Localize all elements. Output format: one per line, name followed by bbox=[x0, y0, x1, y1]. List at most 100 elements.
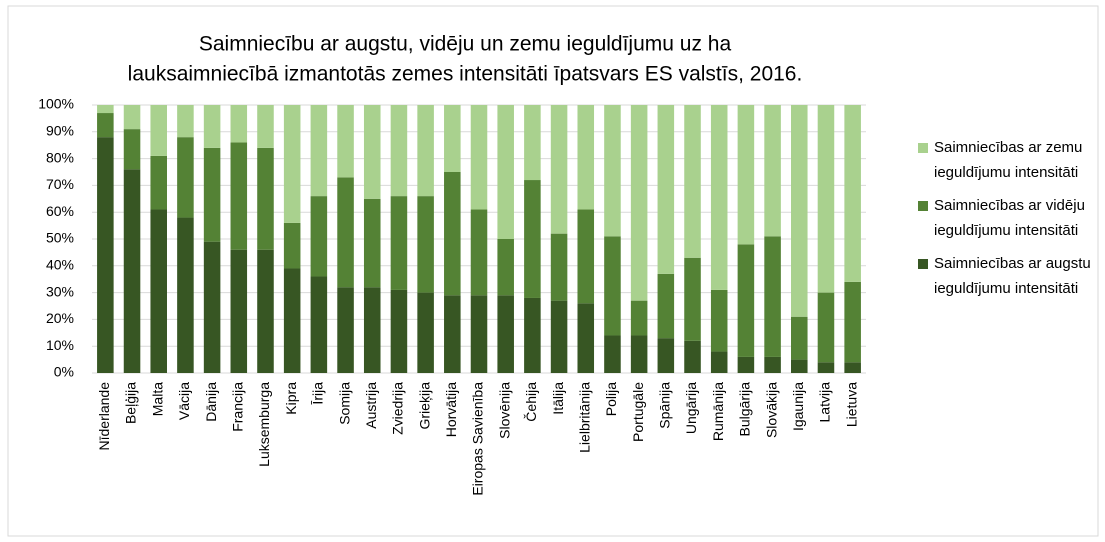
bar-segment bbox=[177, 217, 194, 373]
legend-swatch bbox=[918, 201, 928, 211]
bar-segment bbox=[604, 105, 621, 237]
x-tick-label: Beļģija bbox=[123, 382, 139, 424]
x-tick-label: Austrija bbox=[363, 382, 379, 429]
x-tick-label: Malta bbox=[149, 382, 165, 416]
y-tick-label: 20% bbox=[46, 310, 74, 326]
bar-segment bbox=[684, 105, 701, 258]
bar-segment bbox=[337, 177, 354, 288]
bar-segment bbox=[417, 196, 434, 293]
y-tick-label: 60% bbox=[46, 203, 74, 219]
bar-segment bbox=[764, 236, 781, 357]
bar-segment bbox=[390, 105, 408, 197]
bar-segment bbox=[604, 335, 621, 373]
legend-item: Saimniecības ar vidēju ieguldījumu inten… bbox=[918, 193, 1093, 243]
x-tick-label: Lietuva bbox=[843, 382, 859, 427]
bar-segment bbox=[283, 222, 301, 269]
x-tick-label: Kipra bbox=[283, 382, 299, 415]
y-tick-label: 10% bbox=[46, 337, 74, 353]
y-tick-label: 0% bbox=[54, 364, 74, 380]
x-tick-label: Dānija bbox=[203, 382, 219, 422]
x-tick-label: Ungārija bbox=[683, 382, 699, 434]
y-tick-label: 50% bbox=[46, 230, 74, 246]
x-tick-label: Grieķija bbox=[416, 382, 432, 430]
legend: Saimniecības ar zemu ieguldījumu intensi… bbox=[918, 135, 1093, 309]
bar-segment bbox=[417, 105, 434, 197]
x-tick-label: Vācija bbox=[176, 382, 192, 420]
bar-segment bbox=[550, 233, 568, 301]
bar-segment bbox=[203, 147, 221, 242]
bar-segment bbox=[817, 105, 835, 293]
bar-segment bbox=[577, 209, 595, 304]
bar-segment bbox=[310, 276, 328, 373]
bar-segment bbox=[844, 105, 861, 282]
bar-segment bbox=[497, 295, 514, 373]
bar-segment bbox=[470, 105, 488, 210]
bar-segment bbox=[737, 356, 755, 373]
bar-segment bbox=[203, 241, 221, 373]
bar-segment bbox=[363, 105, 381, 199]
x-tick-label: Polija bbox=[603, 382, 619, 416]
bar-segment bbox=[150, 155, 167, 210]
bar-segment bbox=[524, 297, 541, 373]
bar-segment bbox=[844, 362, 861, 373]
bar-segment bbox=[150, 209, 167, 373]
y-tick-label: 80% bbox=[46, 149, 74, 165]
x-tick-label: Igaunija bbox=[790, 382, 806, 431]
legend-item: Saimniecības ar augstu ieguldījumu inten… bbox=[918, 251, 1093, 301]
bar-segment bbox=[123, 169, 141, 373]
bar-segment bbox=[177, 137, 194, 218]
bar-segment bbox=[577, 303, 595, 373]
bar-segment bbox=[230, 105, 248, 143]
bar-segment bbox=[444, 172, 461, 296]
bar-segment bbox=[524, 180, 541, 298]
bar-segment bbox=[657, 273, 675, 339]
bar-segment bbox=[844, 281, 861, 363]
x-tick-label: Rumānija bbox=[710, 382, 726, 441]
bar-segment bbox=[230, 249, 248, 373]
bar-segment bbox=[470, 209, 488, 296]
bar-segment bbox=[390, 196, 408, 290]
bar-segment bbox=[444, 295, 461, 373]
x-tick-label: Somija bbox=[336, 382, 352, 425]
bar-segment bbox=[791, 359, 808, 373]
x-tick-label: Latvija bbox=[817, 382, 833, 423]
bar-segment bbox=[791, 105, 808, 317]
x-tick-label: Francija bbox=[229, 382, 245, 432]
bar-segment bbox=[764, 105, 781, 237]
x-tick-label: Zviedrija bbox=[390, 382, 406, 435]
bar-segment bbox=[657, 105, 675, 274]
legend-swatch bbox=[918, 259, 928, 269]
bar-segment bbox=[337, 105, 354, 178]
bar-segment bbox=[497, 239, 514, 296]
bar-segment bbox=[257, 249, 274, 373]
bar-segment bbox=[630, 300, 648, 336]
x-tick-label: Čehija bbox=[523, 382, 539, 422]
bar-segment bbox=[97, 113, 114, 138]
x-tick-label: Horvātija bbox=[443, 382, 459, 437]
x-tick-label: Lielbritānija bbox=[576, 382, 592, 453]
bar-segment bbox=[737, 244, 755, 357]
bar-segment bbox=[684, 340, 701, 373]
x-tick-label: Portugāle bbox=[630, 382, 646, 442]
chart-title: Saimniecību ar augstu, vidēju un zemu ie… bbox=[199, 33, 732, 56]
bar-segment bbox=[123, 105, 141, 130]
y-tick-label: 90% bbox=[46, 123, 74, 139]
bar-segment bbox=[817, 362, 835, 373]
bar-segment bbox=[310, 105, 328, 197]
bar-segment bbox=[283, 105, 301, 223]
legend-item: Saimniecības ar zemu ieguldījumu intensi… bbox=[918, 135, 1093, 185]
bar-segment bbox=[177, 105, 194, 138]
bar-segment bbox=[710, 351, 728, 373]
legend-swatch bbox=[918, 143, 928, 153]
bar-segment bbox=[230, 142, 248, 250]
bar-segment bbox=[657, 338, 675, 373]
bar-segment bbox=[470, 295, 488, 373]
bar-segment bbox=[497, 105, 514, 239]
bar-segment bbox=[630, 335, 648, 373]
x-tick-label: Īrija bbox=[310, 382, 326, 405]
bar-segment bbox=[150, 105, 167, 156]
bar-segment bbox=[257, 105, 274, 148]
bar-segment bbox=[550, 300, 568, 373]
